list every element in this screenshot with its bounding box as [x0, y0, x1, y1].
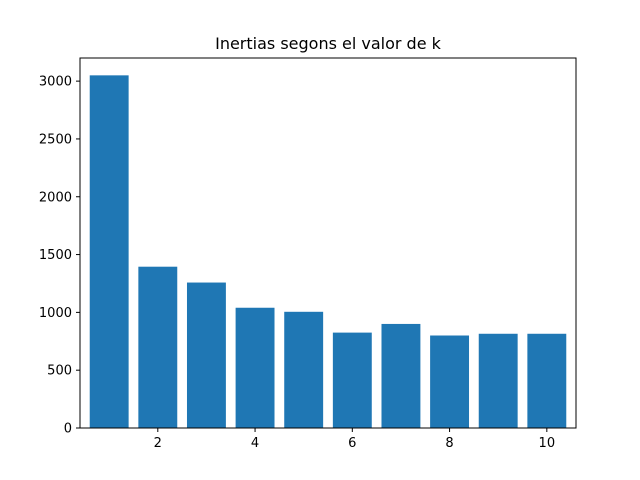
x-tick-label: 2: [154, 436, 162, 451]
bar-k-2: [138, 266, 178, 428]
x-tick-label: 10: [539, 436, 556, 451]
y-tick-label: 1000: [39, 306, 72, 321]
y-tick-label: 2000: [39, 190, 72, 205]
x-tick-label: 6: [348, 436, 356, 451]
bar-k-9: [478, 333, 518, 428]
bar-k-8: [430, 335, 470, 428]
y-tick-label: 1500: [39, 248, 72, 263]
x-tick-label: 4: [251, 436, 259, 451]
y-tick-label: 3000: [39, 75, 72, 90]
bars-group: [89, 75, 567, 428]
plot-frame: [79, 57, 577, 429]
chart-title: Inertias segons el valor de k: [215, 34, 442, 53]
bar-k-10: [527, 333, 567, 428]
y-tick-label: 0: [64, 422, 72, 437]
bar-k-4: [235, 307, 275, 428]
bar-k-1: [89, 75, 129, 428]
x-axis: 2 4 6 8 10: [154, 428, 555, 451]
y-axis: 0 500 1000 1500 2000 2500 3000: [39, 75, 80, 437]
bar-k-3: [186, 282, 226, 428]
bar-k-7: [381, 323, 421, 428]
x-tick-label: 8: [445, 436, 453, 451]
y-tick-label: 500: [47, 364, 72, 379]
bar-k-6: [332, 332, 372, 428]
bar-k-5: [284, 311, 324, 428]
y-tick-label: 2500: [39, 132, 72, 147]
